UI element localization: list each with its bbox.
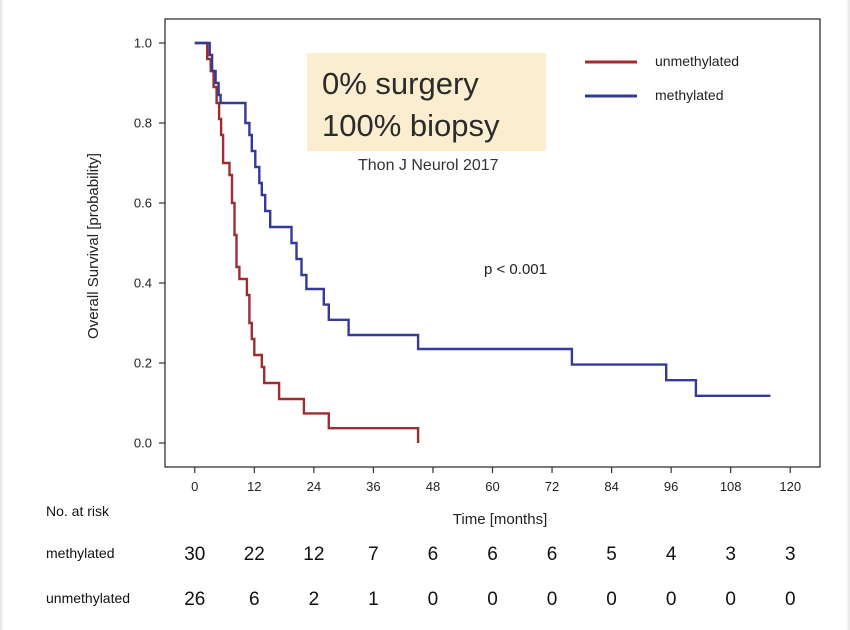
legend: unmethylated methylated bbox=[585, 53, 739, 103]
risk-value-methylated-7: 5 bbox=[606, 544, 617, 565]
x-tick-label-7: 84 bbox=[604, 479, 618, 494]
legend-label-methylated: methylated bbox=[655, 87, 723, 103]
y-tick-label-5: 1.0 bbox=[134, 36, 152, 51]
risk-value-methylated-0: 30 bbox=[184, 544, 205, 565]
risk-value-methylated-9: 3 bbox=[725, 544, 736, 565]
x-tick-label-1: 12 bbox=[247, 479, 261, 494]
risk-value-methylated-4: 6 bbox=[428, 544, 439, 565]
risk-value-methylated-6: 6 bbox=[547, 544, 558, 565]
risk-value-unmethylated-9: 0 bbox=[725, 589, 736, 610]
y-tick-label-4: 0.8 bbox=[134, 116, 152, 131]
risk-table-header: No. at risk bbox=[46, 503, 110, 519]
risk-value-unmethylated-5: 0 bbox=[487, 589, 498, 610]
x-tick-label-2: 24 bbox=[307, 479, 321, 494]
annotation-biopsy: 100% biopsy bbox=[322, 108, 500, 143]
risk-value-unmethylated-6: 0 bbox=[547, 589, 558, 610]
risk-row-label-methylated: methylated bbox=[46, 545, 114, 561]
x-tick-label-5: 60 bbox=[485, 479, 499, 494]
x-tick-label-10: 120 bbox=[779, 479, 801, 494]
risk-value-unmethylated-1: 6 bbox=[249, 589, 260, 610]
legend-label-unmethylated: unmethylated bbox=[655, 53, 739, 69]
survival-curve-methylated bbox=[194, 41, 771, 397]
survival-curve-unmethylated bbox=[194, 41, 420, 443]
y-tick-label-3: 0.6 bbox=[134, 196, 152, 211]
x-tick-label-0: 0 bbox=[191, 479, 198, 494]
risk-value-unmethylated-7: 0 bbox=[606, 589, 617, 610]
risk-value-unmethylated-8: 0 bbox=[666, 589, 677, 610]
y-tick-label-1: 0.2 bbox=[134, 356, 152, 371]
risk-value-methylated-3: 7 bbox=[368, 544, 379, 565]
x-axis-title: Time [months] bbox=[453, 511, 547, 528]
citation: Thon J Neurol 2017 bbox=[358, 157, 499, 174]
risk-value-methylated-10: 3 bbox=[785, 544, 796, 565]
risk-value-methylated-2: 12 bbox=[303, 544, 324, 565]
risk-value-unmethylated-0: 26 bbox=[184, 589, 205, 610]
risk-value-unmethylated-4: 0 bbox=[428, 589, 439, 610]
y-axis-title: Overall Survival [probability] bbox=[85, 153, 102, 339]
annotation-box bbox=[307, 53, 546, 151]
p-value: p < 0.001 bbox=[484, 261, 547, 278]
chart-marks: 0.00.20.40.60.81.00302612226241223671486… bbox=[134, 36, 801, 611]
x-tick-label-4: 48 bbox=[426, 479, 440, 494]
annotation-surgery: 0% surgery bbox=[322, 66, 479, 101]
risk-value-methylated-1: 22 bbox=[244, 544, 265, 565]
x-tick-label-6: 72 bbox=[545, 479, 559, 494]
risk-value-methylated-8: 4 bbox=[666, 544, 677, 565]
y-tick-label-2: 0.4 bbox=[134, 276, 152, 291]
risk-row-label-unmethylated: unmethylated bbox=[46, 590, 130, 606]
y-tick-label-0: 0.0 bbox=[134, 436, 152, 451]
x-tick-label-3: 36 bbox=[366, 479, 380, 494]
risk-value-unmethylated-3: 1 bbox=[368, 589, 379, 610]
x-tick-label-8: 96 bbox=[664, 479, 678, 494]
risk-value-unmethylated-2: 2 bbox=[309, 589, 320, 610]
x-tick-label-9: 108 bbox=[720, 479, 742, 494]
risk-value-unmethylated-10: 0 bbox=[785, 589, 796, 610]
risk-value-methylated-5: 6 bbox=[487, 544, 498, 565]
